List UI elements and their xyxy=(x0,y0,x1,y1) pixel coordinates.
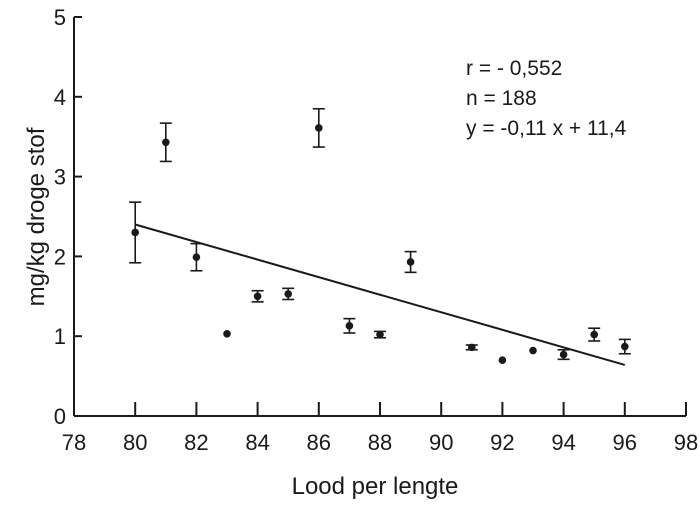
y-tick-label: 3 xyxy=(54,165,66,190)
data-point xyxy=(498,356,507,364)
annotation-n: n = 188 xyxy=(466,87,537,110)
data-point xyxy=(590,330,598,339)
data-point xyxy=(529,346,537,355)
data-point xyxy=(253,292,262,301)
data-point xyxy=(376,330,384,339)
x-axis-title: Lood per lengte xyxy=(292,473,459,500)
y-tick-label: 4 xyxy=(54,85,66,110)
x-tick-label: 96 xyxy=(613,430,637,455)
y-tick-label: 1 xyxy=(54,324,66,349)
fit-line-group xyxy=(134,223,626,366)
data-point xyxy=(621,342,629,351)
data-point xyxy=(345,322,354,330)
fit-line xyxy=(134,223,626,366)
y-axis-title: mg/kg droge stof xyxy=(23,127,50,306)
data-point xyxy=(315,124,323,132)
data-point xyxy=(468,343,476,352)
y-tick-label: 5 xyxy=(54,5,66,30)
annotations: r = - 0,552 n = 188 y = -0,11 x + 11,4 xyxy=(466,57,627,140)
x-tick-label: 80 xyxy=(123,430,147,455)
annotation-equation: y = -0,11 x + 11,4 xyxy=(466,117,627,140)
x-tick-label: 86 xyxy=(307,430,331,455)
x-tick-label: 84 xyxy=(245,430,269,455)
data-point xyxy=(223,330,231,338)
y-tick-label: 0 xyxy=(54,404,66,429)
x-tick-label: 92 xyxy=(490,430,514,455)
x-tick-label: 88 xyxy=(368,430,392,455)
data-point xyxy=(406,258,415,266)
x-tick-label: 82 xyxy=(184,430,208,455)
x-tick-label: 94 xyxy=(551,430,575,455)
x-tick-label: 78 xyxy=(62,430,86,455)
data-point xyxy=(162,138,170,147)
axes: 0 1 2 3 4 5 78 80 82 84 86 88 90 92 94 96 98 xyxy=(54,5,698,455)
data-point xyxy=(559,350,568,359)
x-tick-label: 90 xyxy=(429,430,453,455)
data-point xyxy=(131,228,139,237)
data-point xyxy=(192,253,201,261)
data-points xyxy=(129,107,631,364)
data-point xyxy=(284,290,293,298)
y-tick-label: 2 xyxy=(54,244,66,269)
x-tick-label: 98 xyxy=(674,430,698,455)
annotation-r: r = - 0,552 xyxy=(466,57,562,80)
